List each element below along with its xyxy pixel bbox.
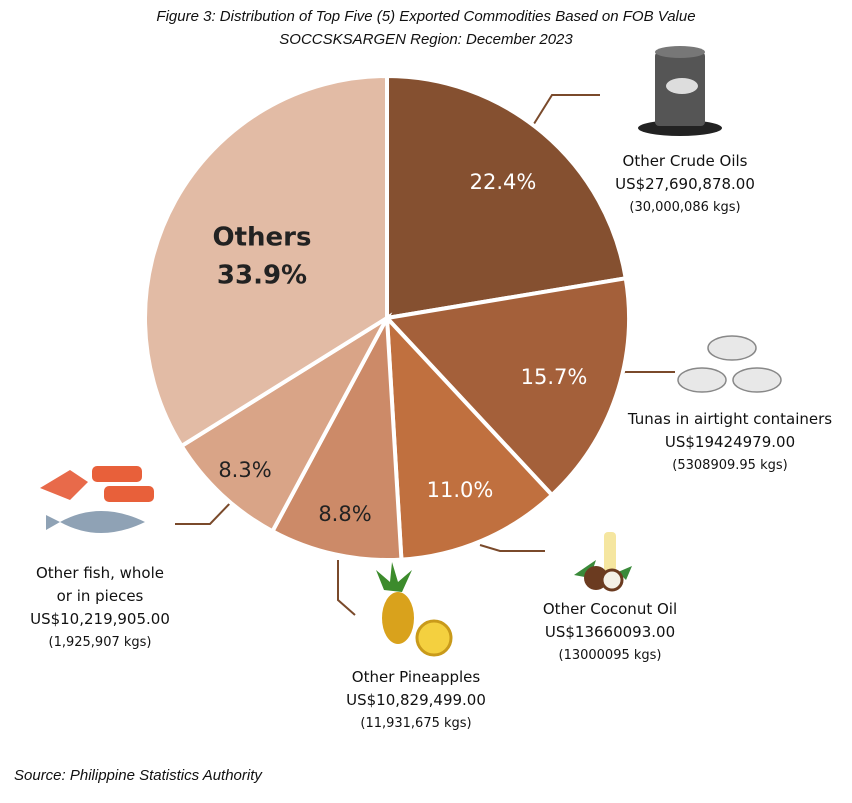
category-label: Other Crude Oils (622, 152, 748, 170)
label-block: Tunas in airtight containers US$19424979.… (628, 408, 832, 477)
oil-barrel-top (655, 46, 705, 58)
pie-slice (384, 312, 555, 562)
salmon-fillet (92, 466, 142, 482)
fob-value: US$10,829,499.00 (346, 691, 486, 709)
chart-subtitle: SOCCSKSARGEN Region: December 2023 (279, 31, 573, 48)
percent-label: 8.8% (318, 502, 371, 526)
weight: (30,000,086 kgs) (629, 200, 741, 215)
label-block: Other fish, whole or in pieces US$10,219,… (30, 562, 170, 654)
category-label: Other Coconut Oil (542, 600, 678, 618)
icons (40, 46, 782, 657)
percent-label: 22.4% (470, 170, 537, 194)
pie-slice (269, 310, 404, 562)
percent-label: 11.0% (427, 478, 494, 502)
source: Source: Philippine Statistics Authority (14, 767, 262, 784)
category-label: Tunas in airtight containers (627, 410, 833, 428)
pie-slice (382, 276, 631, 498)
leader-line (337, 560, 356, 616)
label-block: Other Coconut Oil US$13660093.00 (13000095… (543, 598, 677, 667)
pineapple (382, 592, 414, 644)
weight: (5308909.95 kgs) (672, 458, 788, 473)
percent-label: 33.9% (217, 261, 307, 291)
leader-lines (175, 94, 675, 616)
leader-line (479, 544, 545, 552)
salmon-fillet (104, 486, 154, 502)
pie-slice (385, 73, 629, 321)
fob-value: US$13660093.00 (544, 623, 676, 641)
salmon-steak (40, 470, 88, 500)
pineapple-crown (376, 562, 412, 592)
category-label: Other fish, whole or in pieces (35, 564, 164, 605)
tuna-can (677, 367, 727, 393)
pie-slice (178, 312, 393, 534)
chart-title: Figure 3: Distribution of Top Five (5) E… (156, 8, 696, 25)
percent-label: 8.3% (218, 458, 271, 482)
leader-line (531, 94, 600, 128)
fob-value: US$27,690,878.00 (615, 175, 755, 193)
fob-value: US$19424979.00 (664, 433, 796, 451)
percent-label: 15.7% (521, 365, 588, 389)
weight: (13000095 kgs) (558, 648, 662, 663)
tuna-can (732, 367, 782, 393)
label-block: Other Pineapples US$10,829,499.00 (11,931,… (346, 666, 486, 735)
weight: (1,925,907 kgs) (48, 635, 152, 650)
oil-barrel-label (666, 78, 698, 94)
pineapple-slice (415, 619, 453, 657)
label-block: Other Crude Oils US$27,690,878.00 (30,000,… (615, 150, 755, 219)
leader-line (175, 497, 236, 525)
category-label: Other Pineapples (351, 668, 481, 686)
tuna-can (707, 335, 757, 361)
category-label: Others (213, 223, 312, 253)
weight: (11,931,675 kgs) (360, 716, 472, 731)
oil-bottle (604, 532, 616, 572)
pie-slice (143, 73, 389, 449)
coconut-half (600, 568, 624, 592)
fob-value: US$10,219,905.00 (30, 610, 170, 628)
whole-fish (46, 511, 145, 533)
